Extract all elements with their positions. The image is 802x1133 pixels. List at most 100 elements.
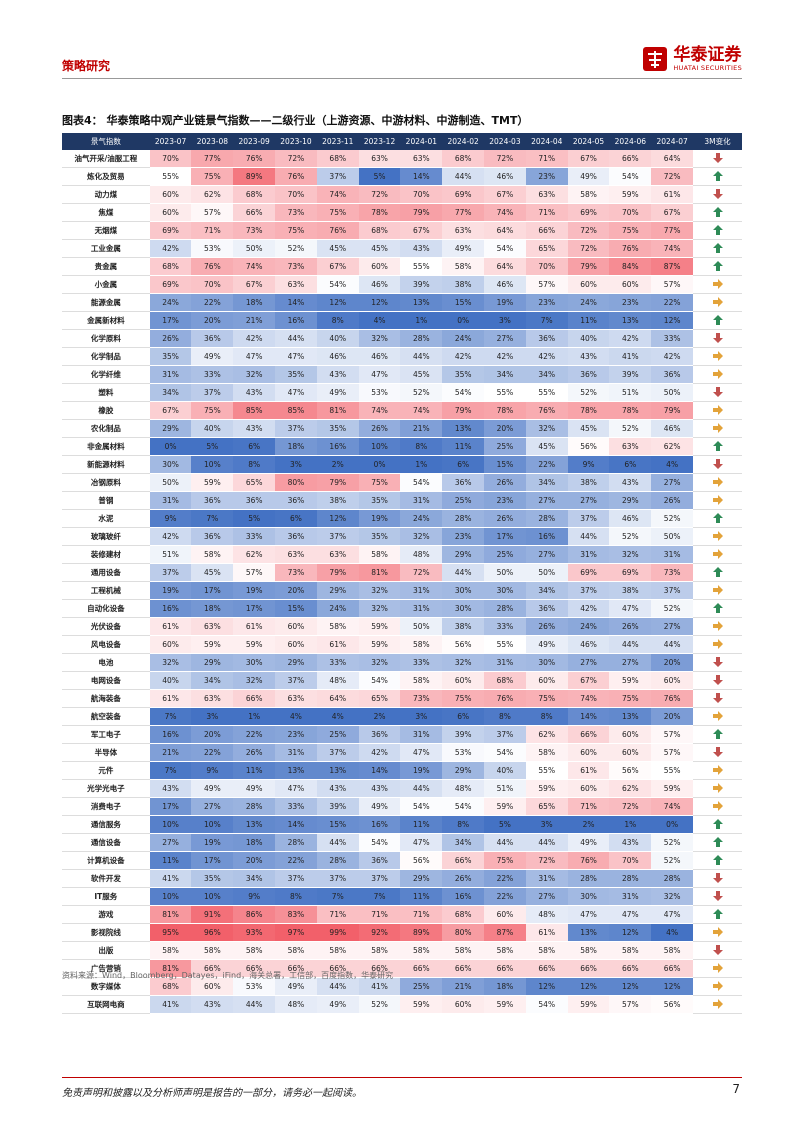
heat-cell: 50% [651,527,694,546]
heat-cell: 56% [567,437,610,456]
heat-cell: 24% [316,599,359,618]
heat-cell: 67% [400,221,443,240]
heat-cell: 77% [651,221,694,240]
trend-icon [712,908,723,919]
heat-cell: 2% [567,815,610,834]
heat-cell: 55% [149,167,192,186]
heat-cell: 49% [567,167,610,186]
trend-cell [693,797,742,816]
heat-cell: 12% [316,293,359,312]
trend-icon [712,188,723,199]
heat-cell: 74% [567,689,610,708]
heat-cell: 0% [651,815,694,834]
table-row: 元件 7% 9% 11% 13% 13% 14% 19% 29% 40% 55% 61% 56% 55% [62,761,742,780]
heat-cell: 54% [358,671,401,690]
column-header: 2024-04 [525,133,568,150]
heat-cell: 60% [191,977,234,996]
heat-cell: 27% [525,887,568,906]
heat-cell: 58% [442,257,485,276]
table-row: 游戏 81% 91% 86% 83% 71% 71% 71% 68% 60% 48% 47% 47% 47… [62,905,742,924]
heat-cell: 46% [484,167,526,186]
heat-cell: 63% [275,545,317,564]
table-row: 普钢 31% 36% 36% 36% 38% 35% 31% 25% 23% 27% 27% 29% 26… [62,491,742,510]
heat-cell: 75% [316,203,359,222]
heat-cell: 60% [442,671,485,690]
heat-cell: 34% [484,365,526,384]
heat-cell: 91% [191,905,234,924]
heat-cell: 81% [149,905,192,924]
heat-cell: 10% [149,887,192,906]
heat-cell: 37% [275,869,317,888]
heat-cell: 97% [275,923,317,942]
heat-cell: 36% [525,599,568,618]
heat-cell: 31% [275,743,317,762]
heat-cell: 42% [442,347,485,366]
heat-cell: 44% [233,995,276,1014]
trend-cell [693,257,742,276]
heat-cell: 24% [567,293,610,312]
heat-cell: 29% [316,581,359,600]
trend-icon [712,314,723,325]
heat-cell: 29% [442,761,485,780]
table-row: 航海装备 61% 63% 66% 63% 64% 65% 73% 75% 76% 75% 74% 75%… [62,689,742,708]
heat-cell: 59% [651,779,694,798]
table-row: 影视院线 95% 96% 93% 97% 99% 92% 89% 80% 87% 61% 13% 12%… [62,923,742,942]
heat-cell: 10% [191,815,234,834]
row-label: 航海装备 [62,689,150,708]
heat-cell: 60% [275,635,317,654]
row-label: 化学纤维 [62,365,150,384]
heat-cell: 59% [484,797,526,816]
heat-cell: 31% [400,599,443,618]
heat-cell: 85% [233,401,276,420]
heat-cell: 70% [609,851,652,870]
trend-cell [693,833,742,852]
heat-cell: 79% [316,473,359,492]
heat-cell: 50% [484,563,526,582]
heat-cell: 31% [525,869,568,888]
heat-cell: 80% [275,473,317,492]
trend-icon [712,836,723,847]
heat-cell: 45% [358,239,401,258]
table-row: 贵金属 68% 76% 74% 73% 67% 60% 55% 58% 64% 70% 79% 84% 8… [62,257,742,276]
heat-cell: 4% [275,707,317,726]
heat-cell: 66% [525,959,568,978]
table-row: 数字媒体 68% 60% 53% 49% 44% 41% 25% 21% 18% 12% 12% 12%… [62,977,742,996]
heat-cell: 34% [442,833,485,852]
heat-cell: 58% [149,941,192,960]
trend-icon [712,674,723,685]
heat-cell: 40% [191,419,234,438]
heat-cell: 92% [358,923,401,942]
heat-cell: 34% [233,869,276,888]
heat-cell: 3% [525,815,568,834]
trend-icon [712,152,723,163]
heat-cell: 18% [484,977,526,996]
heat-cell: 31% [567,545,610,564]
row-label: 新能源材料 [62,455,150,474]
heat-cell: 73% [651,563,694,582]
heat-cell: 37% [567,509,610,528]
heat-cell: 47% [400,743,443,762]
heat-cell: 30% [442,581,485,600]
heat-cell: 75% [358,473,401,492]
heat-cell: 49% [358,797,401,816]
heat-cell: 45% [191,563,234,582]
heat-cell: 36% [191,527,234,546]
heat-cell: 36% [442,473,485,492]
heat-cell: 29% [609,491,652,510]
heat-cell: 78% [567,401,610,420]
heat-cell: 37% [275,419,317,438]
heat-cell: 43% [233,419,276,438]
heat-cell: 37% [316,743,359,762]
column-header: 2023-10 [275,133,317,150]
heat-cell: 63% [525,185,568,204]
trend-cell [693,581,742,600]
heat-cell: 84% [609,257,652,276]
heat-cell: 77% [191,150,234,168]
heat-cell: 68% [442,905,485,924]
heat-cell: 7% [358,887,401,906]
column-header: 2023-09 [233,133,276,150]
trend-icon [712,566,723,577]
heat-cell: 99% [316,923,359,942]
heat-cell: 17% [233,599,276,618]
heat-cell: 58% [191,941,234,960]
